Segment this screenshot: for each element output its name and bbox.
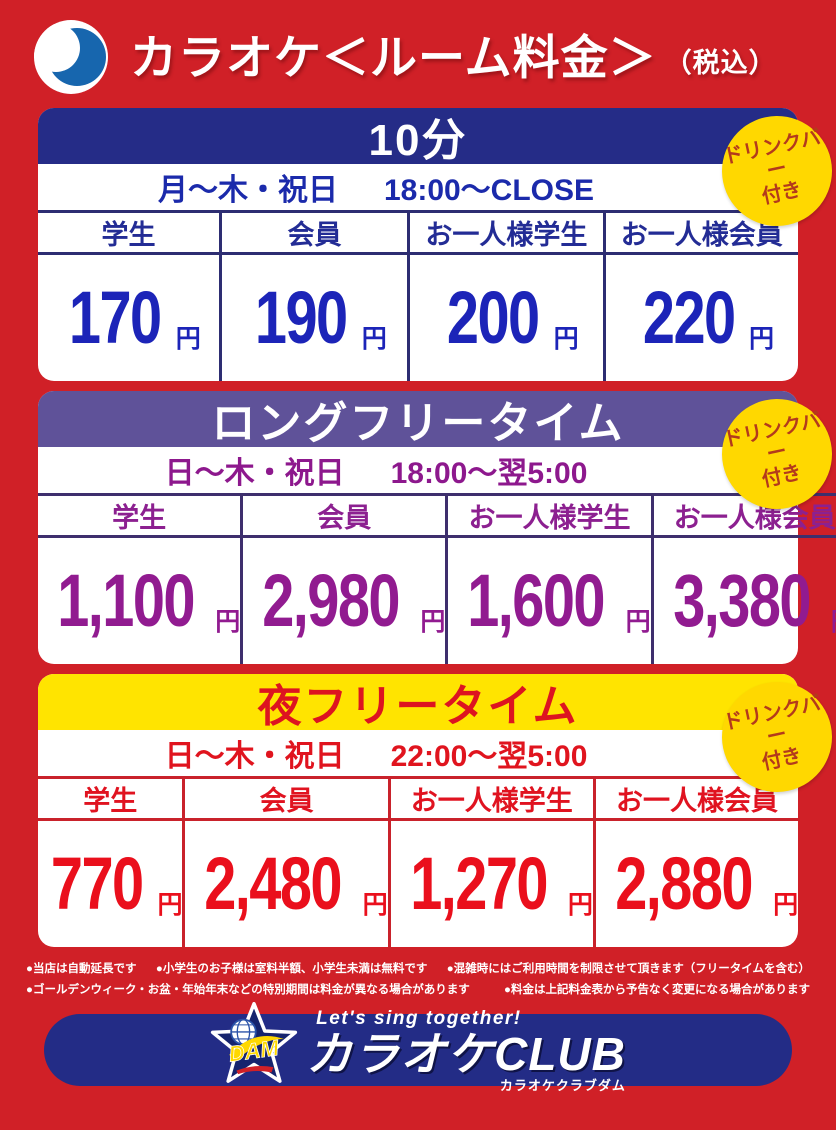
price-column-member: 会員 2,480 円 <box>182 776 388 947</box>
price-unit: 円 <box>567 891 593 919</box>
price-column-solo-student: お一人様学生 1,600 円 <box>445 493 651 664</box>
poster-header: カラオケ＜ルーム料金＞ （税込） <box>0 0 836 108</box>
section-schedule: 日〜木・祝日 22:00〜翌5:00 <box>38 730 798 776</box>
price-amount: 200 <box>447 276 540 359</box>
column-header: お一人様会員 <box>605 210 798 255</box>
section-schedule: 日〜木・祝日 18:00〜翌5:00 <box>38 447 798 493</box>
price-cell: 3,380 円 <box>654 538 836 664</box>
column-header: 会員 <box>243 493 446 538</box>
price-unit: 円 <box>749 325 775 353</box>
banana-icon <box>229 1036 285 1063</box>
price-cell: 170 円 <box>38 255 219 381</box>
brand-subtitle: カラオケクラブダム <box>499 1077 626 1093</box>
footnotes: ●当店は自動延長です ●小学生のお子様は室料半額、小学生未満は無料です ●混雑時… <box>26 959 810 1000</box>
dam-star-logo: DAM <box>210 1002 298 1084</box>
price-column-member: 会員 2,980 円 <box>240 493 446 664</box>
price-panels: 10分 月〜木・祝日 18:00〜CLOSE 学生 170 円 会員 190 円 <box>38 105 836 947</box>
footnote-item: ●ゴールデンウィーク・お盆・年始年末などの特別期間は料金が異なる場合があります <box>26 983 470 996</box>
schedule-time: 18:00〜CLOSE <box>383 174 595 207</box>
page-title: カラオケ＜ルーム料金＞ （税込） <box>130 34 777 81</box>
column-header: お一人様会員 <box>653 493 836 538</box>
price-table: 学生 170 円 会員 190 円 お一人様学生 200 円 <box>38 210 798 381</box>
price-column-member: 会員 190 円 <box>218 210 408 381</box>
price-amount: 2,980 <box>262 559 400 642</box>
price-amount: 190 <box>255 276 348 359</box>
price-unit: 円 <box>362 891 388 919</box>
price-cell: 1,100 円 <box>38 538 240 664</box>
section-long-free-time: ロングフリータイム 日〜木・祝日 18:00〜翌5:00 学生 1,100 円 … <box>38 388 836 664</box>
footnote-item: ●小学生のお子様は室料半額、小学生未満は無料です <box>155 963 428 975</box>
price-cell: 190 円 <box>222 255 407 381</box>
column-header: お一人様会員 <box>595 776 799 821</box>
brand-slogan: Let's sing together! <box>316 1007 522 1029</box>
footnote-item: ●当店は自動延長です <box>26 963 137 975</box>
section-schedule: 月〜木・祝日 18:00〜CLOSE <box>38 164 798 210</box>
schedule-days: 日〜木・祝日 <box>164 740 345 773</box>
schedule-days: 月〜木・祝日 <box>157 174 338 207</box>
price-cell: 2,880 円 <box>596 821 798 947</box>
brand-block: Let's sing together! カラオケCLUB カラオケクラブダム <box>306 1009 626 1092</box>
price-unit: 円 <box>361 325 387 353</box>
price-amount: 1,100 <box>57 559 195 642</box>
price-cell: 2,980 円 <box>243 538 445 664</box>
price-unit: 円 <box>175 325 201 353</box>
price-column-student: 学生 170 円 <box>38 210 219 381</box>
price-column-solo-member: お一人様会員 2,880 円 <box>592 776 799 947</box>
price-table: 学生 1,100 円 会員 2,980 円 お一人様学生 1,600 円 <box>38 493 836 664</box>
footnote-item: ●混雑時にはご利用時間を制限させて頂きます（フリータイムを含む） <box>446 963 810 975</box>
column-header: 学生 <box>38 776 183 821</box>
price-unit: 円 <box>215 608 241 636</box>
footnote-item: ●料金は上記料金表から予告なく変更になる場合があります <box>504 983 810 996</box>
price-table: 学生 770 円 会員 2,480 円 お一人様学生 1,270 円 <box>38 776 799 947</box>
schedule-time: 22:00〜翌5:00 <box>390 740 588 773</box>
price-column-student: 学生 770 円 <box>38 776 183 947</box>
price-cell: 220 円 <box>606 255 798 381</box>
price-amount: 220 <box>642 276 735 359</box>
price-cell: 200 円 <box>410 255 602 381</box>
price-column-student: 学生 1,100 円 <box>38 493 241 664</box>
column-header: お一人様学生 <box>390 776 593 821</box>
price-cell: 2,480 円 <box>185 821 388 947</box>
price-amount: 1,270 <box>409 842 548 925</box>
section-10min: 10分 月〜木・祝日 18:00〜CLOSE 学生 170 円 会員 190 円 <box>38 105 836 381</box>
column-header: お一人様学生 <box>410 210 603 255</box>
price-amount: 770 <box>50 842 144 925</box>
brand-footer-bar: DAM Let's sing together! カラオケCLUB カラオケクラ… <box>44 1002 792 1092</box>
footnote-line: ●ゴールデンウィーク・お盆・年始年末などの特別期間は料金が異なる場合があります … <box>26 980 810 1001</box>
price-unit: 円 <box>625 608 651 636</box>
price-column-solo-student: お一人様学生 1,270 円 <box>387 776 593 947</box>
price-amount: 1,600 <box>467 559 606 642</box>
moon-icon <box>34 20 108 94</box>
price-unit: 円 <box>773 891 799 919</box>
price-amount: 3,380 <box>672 559 811 642</box>
tax-note: （税込） <box>664 47 777 78</box>
price-amount: 2,880 <box>615 842 753 925</box>
price-column-solo-member: お一人様会員 3,380 円 <box>650 493 836 664</box>
column-header: 学生 <box>38 210 219 255</box>
price-cell: 1,270 円 <box>391 821 593 947</box>
column-header: 会員 <box>221 210 408 255</box>
section-night-free-time: 夜フリータイム 日〜木・祝日 22:00〜翌5:00 学生 770 円 会員 2… <box>38 671 836 947</box>
price-unit: 円 <box>831 602 836 638</box>
price-unit: 円 <box>553 325 579 353</box>
price-column-solo-student: お一人様学生 200 円 <box>407 210 603 381</box>
price-unit: 円 <box>157 891 183 919</box>
price-column-solo-member: お一人様会員 220 円 <box>602 210 798 381</box>
section-title: 10分 <box>38 108 798 165</box>
section-title: ロングフリータイム <box>38 391 798 448</box>
column-header: 学生 <box>38 493 241 538</box>
schedule-days: 日〜木・祝日 <box>164 457 345 490</box>
price-amount: 2,480 <box>204 842 343 925</box>
price-unit: 円 <box>420 608 446 636</box>
title-text: カラオケ＜ルーム料金＞ <box>130 30 657 84</box>
section-title: 夜フリータイム <box>38 674 798 731</box>
column-header: 会員 <box>185 776 388 821</box>
footnote-line: ●当店は自動延長です ●小学生のお子様は室料半額、小学生未満は無料です ●混雑時… <box>26 959 810 980</box>
price-cell: 1,600 円 <box>448 538 651 664</box>
column-header: お一人様学生 <box>448 493 651 538</box>
price-amount: 170 <box>69 276 162 359</box>
price-cell: 770 円 <box>38 821 183 947</box>
schedule-time: 18:00〜翌5:00 <box>390 457 588 490</box>
brand-title: カラオケCLUB <box>306 1027 626 1080</box>
